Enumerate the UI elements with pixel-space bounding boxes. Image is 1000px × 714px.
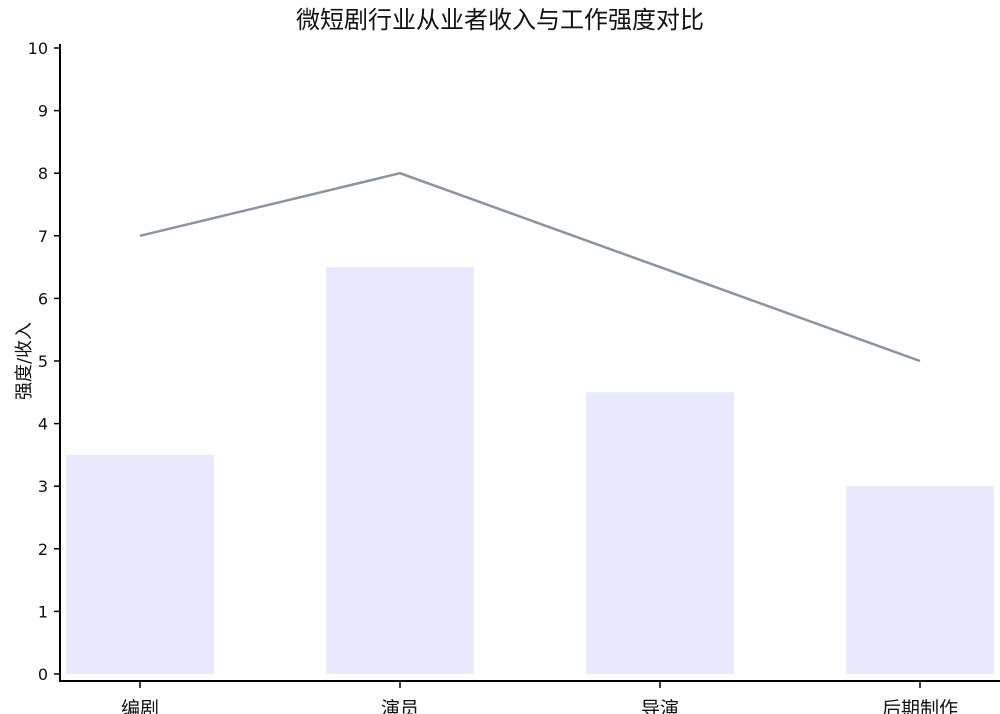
bars [66, 267, 994, 674]
y-tick-label: 0 [38, 665, 48, 684]
x-tick-label: 演员 [381, 698, 419, 714]
line-series [139, 171, 921, 363]
y-axis: 0 1 2 3 4 5 6 7 8 9 10 [28, 39, 61, 684]
line-path [139, 171, 921, 363]
y-tick-label: 9 [38, 102, 48, 121]
x-tick-label: 后期制作 [882, 698, 958, 714]
x-axis: 编剧 演员 导演 后期制作 [59, 680, 1000, 714]
x-tick-label: 编剧 [121, 698, 159, 714]
y-tick-label: 1 [38, 602, 48, 621]
y-tick-label: 6 [38, 289, 48, 308]
bar-0 [66, 454, 214, 674]
bar-3 [846, 486, 994, 674]
y-tick-label: 5 [38, 352, 48, 371]
y-tick-label: 4 [38, 415, 48, 434]
bar-1 [326, 267, 474, 674]
y-tick-label: 7 [38, 227, 48, 246]
y-tick-label: 3 [38, 477, 48, 496]
bar-2 [586, 392, 734, 674]
y-tick-label: 10 [28, 39, 48, 58]
y-tick-label: 2 [38, 540, 48, 559]
y-axis-label: 强度/收入 [14, 322, 35, 400]
y-tick-label: 8 [38, 164, 48, 183]
chart-title: 微短剧行业从业者收入与工作强度对比 [296, 6, 704, 34]
x-tick-label: 导演 [641, 698, 679, 714]
